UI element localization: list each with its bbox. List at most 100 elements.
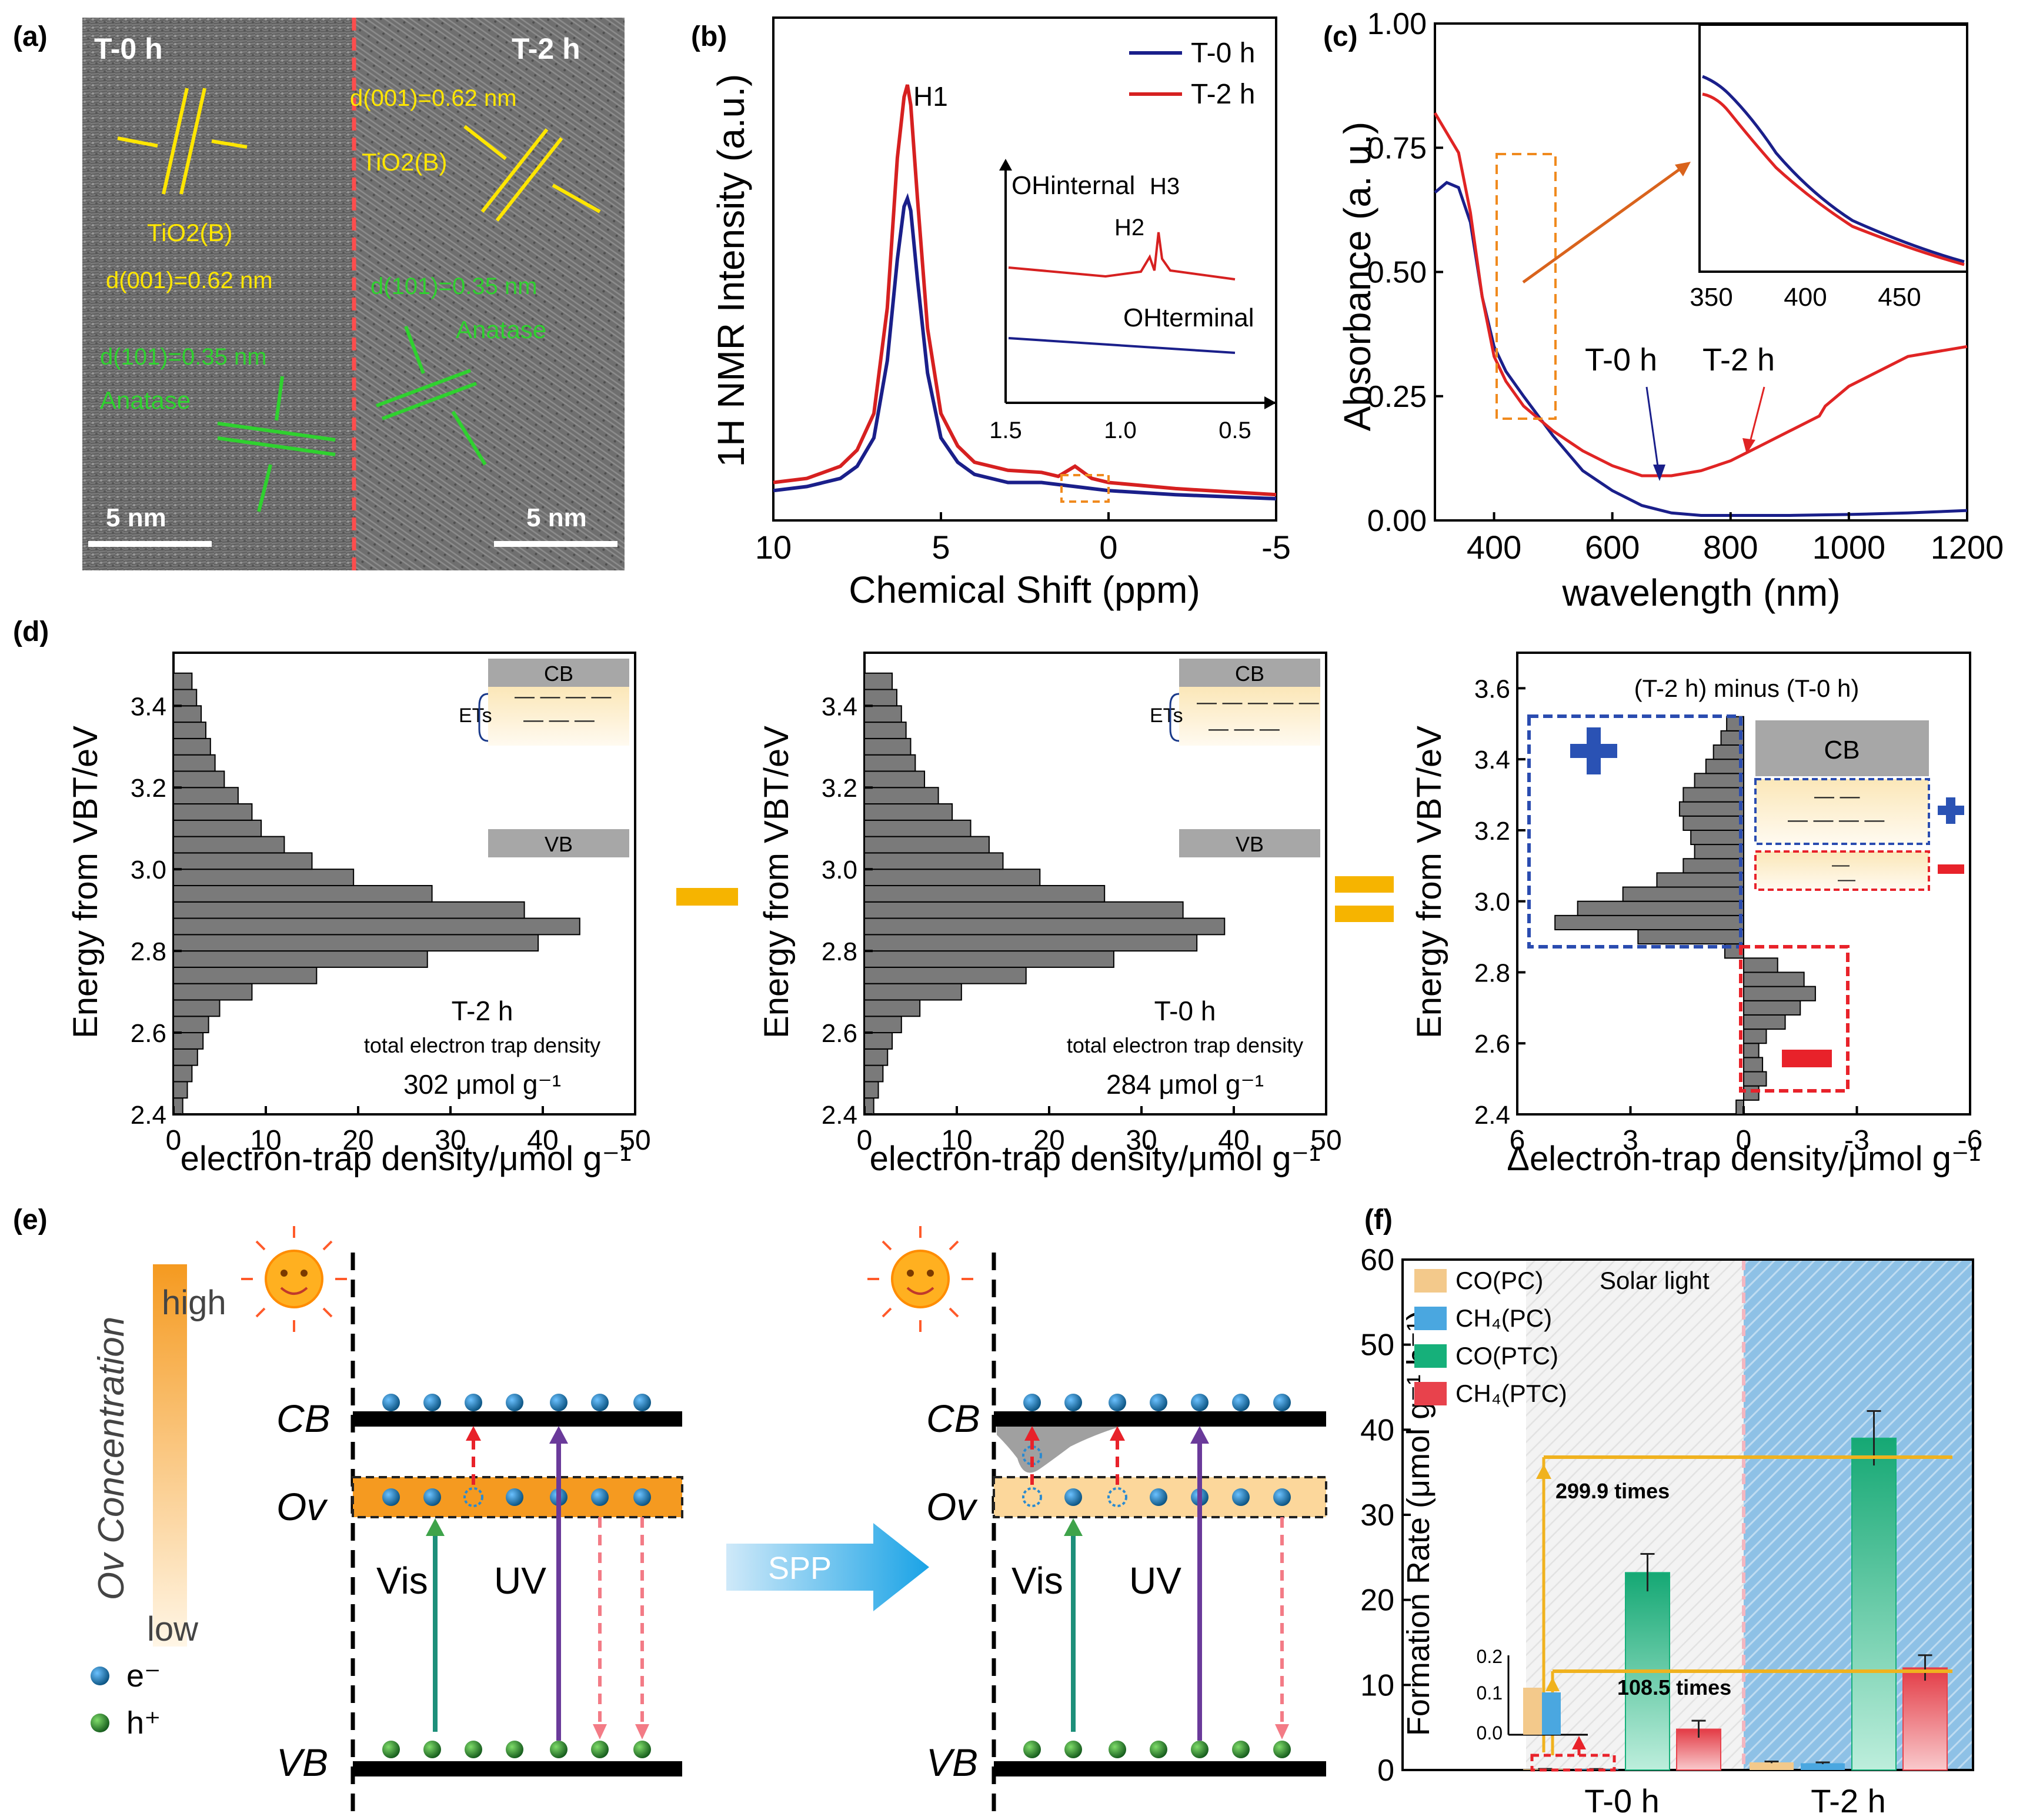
hole: [506, 1741, 523, 1758]
y-tick-label: 2.4: [1474, 1101, 1510, 1130]
hole: [1023, 1741, 1041, 1758]
fold-label-co: 299.9 times: [1555, 1479, 1670, 1503]
peak-label-h1: H1: [913, 81, 948, 112]
inset-tick: 1.5: [989, 418, 1022, 443]
bar: [1801, 1763, 1845, 1770]
x-tick-label: 800: [1703, 529, 1758, 566]
lattice-line: [217, 422, 336, 442]
histogram-bar: [173, 787, 239, 805]
label-t0: T-0 h: [94, 32, 163, 65]
histogram-bar: [864, 803, 953, 821]
legend-label: CH₄(PC): [1456, 1304, 1552, 1332]
inset-bar: [1523, 1688, 1542, 1735]
hole: [1150, 1741, 1167, 1758]
vb-line: [353, 1761, 682, 1776]
x-tick-label: 400: [1467, 529, 1521, 566]
panel-label-f: (f): [1364, 1204, 1393, 1235]
lattice-arrow: [117, 136, 158, 148]
x-tick-label: 30: [1126, 1125, 1157, 1156]
histogram-bar: [1743, 1085, 1760, 1101]
series-line: [1433, 112, 1968, 477]
axis-ticks-d3: 6 3 0 -3 -6 2.4 2.6 2.8 3.0 3.2 3.4 3.6: [1474, 674, 1983, 1156]
histogram-bar: [864, 722, 907, 739]
electron: [1109, 1394, 1126, 1411]
inset-label-h3: H3: [1150, 173, 1180, 199]
x-tick-label: -3: [1844, 1125, 1870, 1156]
inset-curve-t2: [1008, 232, 1236, 280]
right-tio2-d: d(001)=0.62 nm: [350, 85, 517, 111]
sample-label: T-2 h: [452, 996, 513, 1026]
et-dashes: — — —: [1209, 717, 1280, 740]
histogram-bar: [173, 983, 253, 1001]
histogram-bar: [173, 884, 433, 903]
cb-line: [353, 1411, 682, 1427]
histogram-bar: [864, 950, 1114, 968]
et-dashes: —: [1832, 855, 1850, 874]
legend-label: T-2 h: [1191, 79, 1255, 110]
trapped-electron: [423, 1488, 441, 1506]
inset-y-arrow: [999, 159, 1012, 171]
spp-label: SPP: [768, 1551, 832, 1586]
axis-ticks-d1: 0 10 20 30 40 50 2.4 2.6 2.8 3.0 3.2 3.4: [131, 692, 651, 1156]
vb-band: [488, 829, 629, 857]
inset-tick: 400: [1784, 283, 1827, 312]
panel-label-a: (a): [13, 21, 48, 52]
hole: [591, 1741, 609, 1758]
histogram-bar: [173, 705, 202, 723]
electron: [550, 1394, 567, 1411]
y-tick-label: 20: [1360, 1584, 1394, 1618]
x-tick-label: 10: [941, 1125, 972, 1156]
delta-bars: [1554, 716, 1816, 1116]
cb-label: CB: [1235, 662, 1264, 686]
legend-label: CO(PC): [1456, 1267, 1543, 1294]
inset-b: OHinternal H2 H3 OHterminal 1.5 1.0 0.5: [989, 159, 1276, 443]
x-tick-label: 6: [1510, 1125, 1525, 1156]
label-uv: UV: [494, 1559, 546, 1602]
y-axis-label: Absorbance (a. u.): [1336, 122, 1378, 432]
x-tick-label: 20: [1033, 1125, 1064, 1156]
right-tio2-label: TiO2(B): [362, 148, 447, 176]
histogram-bar: [1743, 1028, 1767, 1044]
histogram-bar: [173, 852, 313, 870]
vb-band: [1179, 829, 1320, 857]
trap-bars-t2: [173, 672, 580, 1116]
histogram-bar: [1743, 1057, 1764, 1073]
y-tick-label: 3.4: [131, 692, 166, 721]
inset-tick: 1.0: [1104, 418, 1137, 443]
electron: [423, 1394, 441, 1411]
histogram-bar: [864, 999, 921, 1017]
x-tick-label: -5: [1261, 529, 1291, 566]
et-decrease-box: [1754, 850, 1930, 891]
minus-indicator: [1782, 1050, 1832, 1067]
histogram-bar: [173, 1081, 188, 1099]
axis-ticks-c: 400 600 800 1000 1200 0.00 0.25 0.50 0.75 1.00: [1367, 7, 2004, 566]
electron: [591, 1394, 609, 1411]
histogram-bar: [173, 803, 253, 821]
histogram-bar: [1743, 986, 1816, 1001]
x-tick-label: 40: [1218, 1125, 1249, 1156]
panel-label-d: (d): [13, 616, 49, 647]
y-tick-label: 2.6: [1474, 1030, 1510, 1058]
histogram-bar: [173, 836, 285, 854]
electron: [1232, 1394, 1250, 1411]
histogram-bar: [864, 1064, 884, 1083]
et-dashes: —: [1838, 870, 1855, 889]
sun-icon: [241, 1226, 347, 1332]
electron-legend: e⁻: [126, 1658, 161, 1694]
histogram-bar: [864, 869, 1041, 886]
left-anatase: Anatase: [100, 386, 191, 414]
x-tick-label: 10: [755, 529, 792, 566]
plot-frame-b: [772, 16, 1277, 522]
ets-label: ETs: [459, 704, 492, 727]
highlight-box: [1495, 153, 1557, 420]
excitation-arrow-head: [466, 1426, 481, 1441]
cb-band: [488, 659, 629, 687]
y-axis-label: Energy from VBT/eV: [66, 726, 105, 1038]
sun-icon: [867, 1226, 973, 1332]
histogram-bar: [864, 754, 916, 772]
level-ov: Ov: [276, 1485, 328, 1528]
trapped-electron: [1150, 1488, 1167, 1506]
legend-label: CO(PTC): [1456, 1342, 1558, 1370]
et-increase-box: [1754, 778, 1930, 845]
histogram-bar: [864, 1081, 879, 1099]
